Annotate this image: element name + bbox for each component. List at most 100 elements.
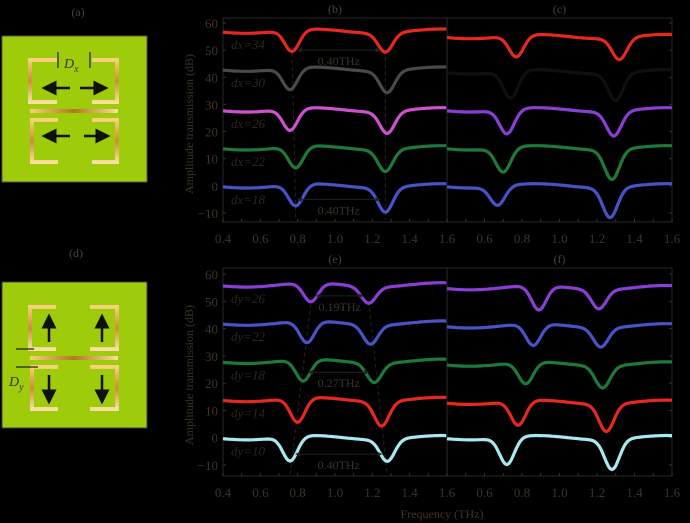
- series-line: [222, 319, 447, 346]
- guide-line: [289, 303, 312, 475]
- y-axis-title-bottom: Amplitude transmission (dB): [182, 305, 196, 445]
- chart-title: (b): [328, 2, 342, 16]
- x-tick-label: 0.8: [290, 231, 306, 246]
- x-tick-label: 1.0: [327, 485, 343, 500]
- y-tick-label: 50: [205, 43, 218, 58]
- series-line: [222, 144, 448, 174]
- series-line: [222, 395, 447, 428]
- chart-f: (f) 0.6 0.8 1.0 1.2 1.4 1.6: [446, 252, 681, 500]
- guide-line: [368, 301, 388, 475]
- series-label: dx=22: [231, 154, 266, 169]
- series-label: dx=18: [231, 192, 266, 207]
- series-label: dy=18: [231, 367, 266, 382]
- center-bar-a: [30, 109, 118, 113]
- spacing-annotation: 0.40THz: [318, 458, 360, 472]
- x-tick-label: 0.8: [290, 485, 306, 500]
- series-line: [446, 283, 672, 312]
- x-axis-title: Frequency (THz): [401, 507, 484, 521]
- y-tick-label: −10: [198, 206, 218, 221]
- y-tick-label: 20: [205, 125, 218, 140]
- chart-c: (c) 0.6 0.8 1.0 1.2 1.4 1.6: [446, 2, 681, 246]
- series-line: [446, 322, 672, 349]
- series-line: [446, 106, 673, 138]
- series-label: dy=26: [231, 291, 266, 306]
- panel-d-label: (d): [69, 246, 83, 260]
- x-tick-label: 0.8: [514, 485, 530, 500]
- y-tick-label: −10: [198, 458, 218, 473]
- y-tick-label: 0: [212, 179, 219, 194]
- x-tick-label: 1.2: [589, 485, 605, 500]
- resonator-bl: [30, 365, 58, 411]
- series-line: [222, 281, 447, 305]
- x-tick-label: 1.2: [364, 485, 380, 500]
- series-line: [222, 106, 448, 136]
- chart-title: (e): [328, 252, 341, 266]
- y-tick-label: 40: [205, 322, 218, 337]
- x-tick-label: 0.4: [215, 231, 232, 246]
- x-tick-label: 0.6: [252, 485, 269, 500]
- x-tick-label: 1.2: [364, 231, 380, 246]
- spacing-annotation: 0.19THz: [319, 300, 361, 314]
- series-line: [446, 398, 672, 434]
- x-tick-label: 1.6: [439, 231, 456, 246]
- panel-a: (a) Dx: [1, 5, 148, 183]
- resonator-tr: [92, 58, 119, 104]
- x-tick-label: 1.6: [664, 485, 681, 500]
- guide-line: [291, 52, 297, 221]
- series-line: [446, 182, 673, 220]
- y-tick-label: 40: [205, 70, 218, 85]
- x-tick-label: 1.4: [402, 231, 419, 246]
- chart-b: (b) 0.4 0.6 0.8 1.0 1.2 1.4 1.6 60 50 40 30 20 10 0 −10…: [198, 2, 456, 246]
- x-tick-label: 0.8: [514, 231, 530, 246]
- x-tick-label: 1.2: [589, 231, 605, 246]
- panel-a-label: (a): [71, 5, 84, 19]
- x-tick-label: 0.6: [476, 485, 493, 500]
- x-tick-label: 0.6: [252, 231, 269, 246]
- series-line: [446, 68, 673, 103]
- series-label: dy=10: [231, 444, 266, 459]
- y-tick-label: 60: [205, 267, 218, 282]
- y-tick-label: 30: [205, 349, 218, 364]
- chart-title: (c): [553, 2, 566, 16]
- x-tick-label: 1.0: [551, 231, 567, 246]
- x-tick-label: 1.4: [402, 485, 419, 500]
- x-tick-label: 0.4: [215, 485, 232, 500]
- x-tick-label: 1.0: [327, 231, 343, 246]
- y-tick-label: 30: [205, 97, 218, 112]
- resonator-tl: [28, 58, 57, 104]
- resonator-br: [92, 118, 119, 164]
- y-tick-label: 0: [212, 431, 219, 446]
- x-tick-label: 1.6: [439, 485, 456, 500]
- series-label: dy=22: [231, 329, 266, 344]
- y-tick-label: 10: [205, 403, 218, 418]
- plot-frame: [446, 17, 673, 223]
- series-label: dx=30: [231, 75, 266, 90]
- x-tick-label: 1.6: [664, 231, 681, 246]
- spacing-annotation: 0.27THz: [318, 376, 360, 390]
- substrate-d: [1, 281, 148, 429]
- chart-e: (e) 0.4 0.6 0.8 1.0 1.2 1.4 1.6 60 50 40 30 20 10 0 −10…: [198, 252, 456, 500]
- y-tick-label: 10: [205, 152, 218, 167]
- y-tick-label: 20: [205, 376, 218, 391]
- series-line: [222, 433, 447, 463]
- series-label: dy=14: [231, 406, 266, 421]
- series-line: [446, 360, 672, 390]
- series-line: [222, 357, 447, 385]
- panel-d: (d) Dy: [1, 246, 148, 429]
- y-tick-label: 50: [205, 294, 218, 309]
- plot-frame: [446, 267, 673, 477]
- series-label: dx=26: [231, 116, 266, 131]
- y-tick-label: 60: [205, 16, 218, 31]
- series-line: [222, 182, 448, 214]
- resonator-br: [90, 365, 119, 411]
- series-line: [446, 32, 673, 62]
- center-bar-d: [30, 356, 118, 360]
- resonator-bl: [30, 118, 58, 164]
- dx-label: Dx: [63, 57, 79, 75]
- plots: (b) 0.4 0.6 0.8 1.0 1.2 1.4 1.6 60 50 40 30 20 10 0 −10…: [198, 2, 681, 500]
- spacing-annotation: 0.40THz: [318, 203, 360, 217]
- series-line: [446, 144, 673, 182]
- x-tick-label: 0.6: [476, 231, 493, 246]
- series-label: dx=34: [231, 37, 266, 52]
- series-line: [222, 65, 447, 95]
